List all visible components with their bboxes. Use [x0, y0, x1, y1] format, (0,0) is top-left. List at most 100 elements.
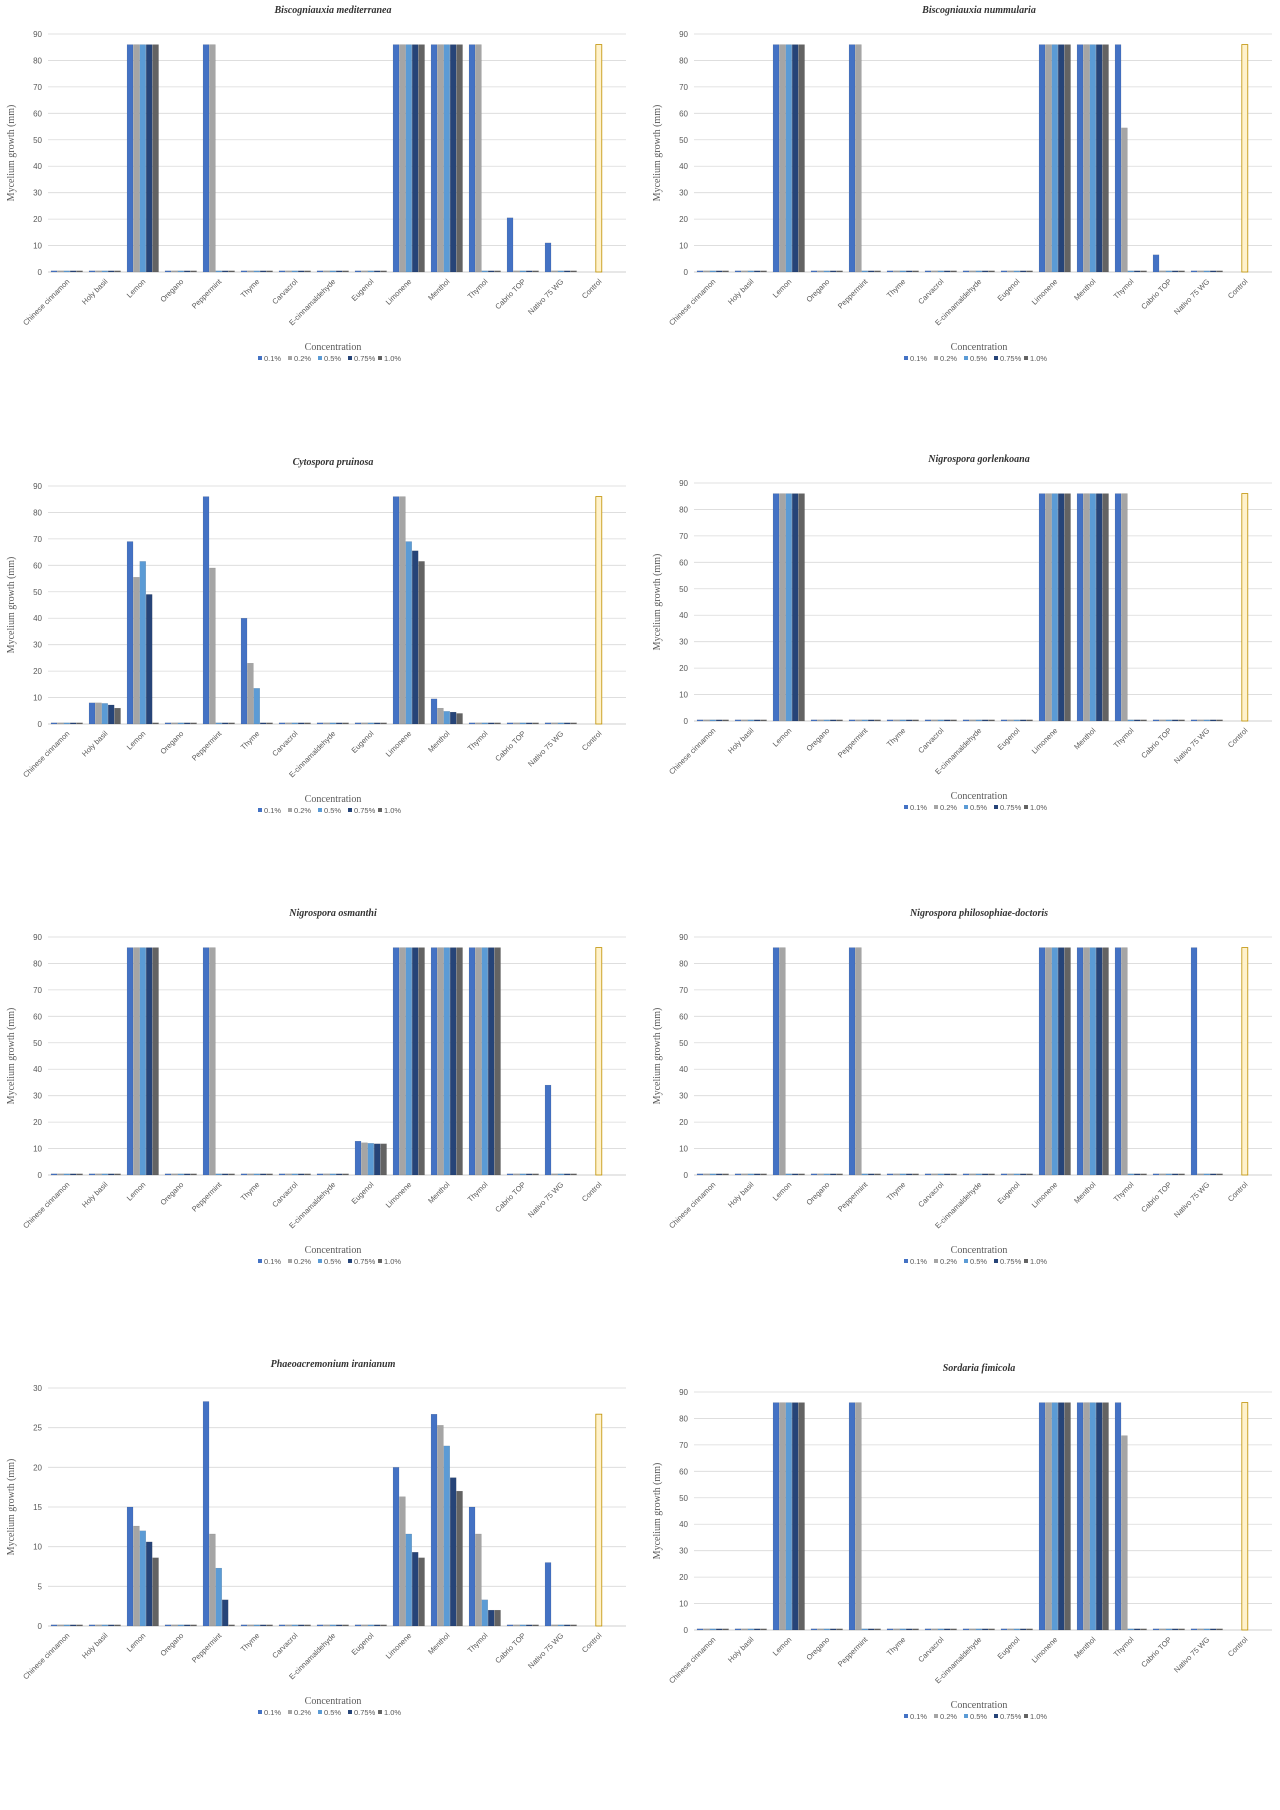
- bar-eugenol-1.0pct: [380, 722, 387, 725]
- bar-thymol-0.75pct: [488, 1609, 495, 1627]
- bar-oregano-0.5pct: [177, 722, 184, 725]
- bar-e-cinnamaldehyde-0.75pct: [982, 1628, 989, 1631]
- bar-holy-basil-0.5pct: [747, 719, 754, 722]
- bar-cabrio-top-0.5pct: [1165, 719, 1172, 722]
- bar-chinese-cinnamon-0.1pct: [696, 1173, 704, 1176]
- bar-chinese-cinnamon-1.0pct: [722, 719, 729, 722]
- bar-thymol-0.2pct: [1121, 127, 1128, 273]
- x-tick-label: Menthol: [426, 1180, 451, 1205]
- bar-thymol-1.0pct: [1140, 1628, 1147, 1631]
- bar-peppermint-0.5pct: [215, 1173, 222, 1176]
- legend-swatch: [934, 1714, 938, 1718]
- x-tick-label: Cabrio TOP: [493, 729, 527, 763]
- bar-nativo-75-wg-0.75pct: [1210, 1628, 1217, 1631]
- bar-carvacrol-1.0pct: [950, 719, 957, 722]
- bar-cabrio-top-0.2pct: [1159, 1628, 1166, 1631]
- x-tick-label: Menthol: [426, 729, 451, 754]
- bar-lemon-0.1pct: [772, 947, 780, 1176]
- bar-holy-basil-0.2pct: [95, 1173, 102, 1176]
- bar-nativo-75-wg-0.5pct: [557, 722, 564, 725]
- chart-svg: Cytospora pruinosa 0 10 20 30 40 50 60 70 80 90 Myc…: [6, 457, 626, 815]
- bar-oregano-0.1pct: [164, 1624, 172, 1627]
- bar-thymol-0.2pct: [475, 722, 482, 725]
- y-tick-label: 80: [679, 959, 688, 968]
- bar-cabrio-top-0.75pct: [1172, 1173, 1179, 1176]
- y-tick-label: 40: [679, 611, 688, 620]
- bar-thymol-0.1pct: [1114, 1402, 1122, 1631]
- bar-menthol-0.2pct: [1083, 493, 1090, 722]
- bar-holy-basil-0.1pct: [734, 719, 742, 722]
- x-tick-label: Eugenol: [350, 277, 376, 303]
- legend-label: 1.0%: [384, 1708, 401, 1717]
- bar-cabrio-top-0.75pct: [1172, 1628, 1179, 1631]
- x-tick-label: Limonene: [384, 1631, 414, 1661]
- x-tick-label: Holy basil: [80, 729, 110, 759]
- bar-control-0.1pct: [1241, 1402, 1249, 1631]
- x-tick-label: Chinese cinnamon: [667, 726, 717, 776]
- bar-lemon-0.2pct: [133, 1525, 140, 1627]
- bar-holy-basil-1.0pct: [760, 270, 767, 273]
- x-tick-label: Chinese cinnamon: [667, 277, 717, 327]
- legend-label: 0.75%: [1000, 1712, 1022, 1721]
- bar-limonene-0.5pct: [1051, 493, 1058, 722]
- bar-menthol-0.1pct: [1076, 493, 1084, 722]
- chart-svg: Nigrospora gorlenkoana 0 10 20 30 40 50 60 70 80 9…: [652, 454, 1272, 812]
- legend-title: Concentration: [951, 791, 1008, 802]
- bar-lemon-0.2pct: [779, 493, 786, 722]
- x-tick-label: Oregano: [158, 277, 185, 304]
- x-tick-label: Lemon: [771, 726, 794, 749]
- chart-title: Nigrospora osmanthi: [288, 908, 377, 919]
- bar-limonene-0.2pct: [1045, 44, 1052, 273]
- bar-menthol-0.2pct: [437, 707, 444, 725]
- x-tick-label: Nativo 75 WG: [1172, 1635, 1211, 1674]
- bar-cabrio-top-0.75pct: [1172, 270, 1179, 273]
- x-tick-label: Menthol: [1072, 277, 1097, 302]
- bar-holy-basil-1.0pct: [760, 1173, 767, 1176]
- bar-menthol-0.2pct: [1083, 1402, 1090, 1631]
- bar-e-cinnamaldehyde-0.5pct: [975, 1628, 982, 1631]
- bar-thyme-1.0pct: [912, 1628, 919, 1631]
- bar-holy-basil-1.0pct: [760, 1628, 767, 1631]
- bar-peppermint-0.1pct: [202, 496, 210, 725]
- bar-thymol-0.1pct: [1114, 947, 1122, 1176]
- bar-peppermint-0.75pct: [868, 1628, 875, 1631]
- bar-e-cinnamaldehyde-0.75pct: [336, 270, 343, 273]
- bar-cabrio-top-0.2pct: [1159, 719, 1166, 722]
- y-tick-label: 10: [33, 1145, 42, 1154]
- bar-thymol-0.75pct: [1134, 719, 1141, 722]
- legend-swatch: [348, 1710, 352, 1714]
- bar-e-cinnamaldehyde-0.1pct: [962, 270, 970, 273]
- bar-peppermint-1.0pct: [228, 1624, 235, 1627]
- x-tick-label: Chinese cinnamon: [21, 1180, 71, 1230]
- bar-e-cinnamaldehyde-0.5pct: [975, 1173, 982, 1176]
- bar-carvacrol-0.5pct: [291, 722, 298, 725]
- legend-label: 0.5%: [324, 806, 341, 815]
- x-tick-label: Menthol: [426, 277, 451, 302]
- bar-oregano-1.0pct: [836, 1628, 843, 1631]
- y-tick-label: 0: [684, 1626, 689, 1635]
- bar-carvacrol-0.5pct: [937, 1628, 944, 1631]
- y-tick-label: 0: [684, 1171, 689, 1180]
- bar-nativo-75-wg-0.2pct: [1197, 719, 1204, 722]
- bar-cabrio-top-0.5pct: [519, 722, 526, 725]
- legend-swatch: [994, 805, 998, 809]
- y-tick-label: 50: [679, 585, 688, 594]
- bar-chinese-cinnamon-0.75pct: [716, 270, 723, 273]
- bar-e-cinnamaldehyde-0.5pct: [975, 270, 982, 273]
- bar-eugenol-0.1pct: [1000, 1628, 1008, 1631]
- bar-chinese-cinnamon-1.0pct: [722, 270, 729, 273]
- bar-cabrio-top-0.5pct: [519, 1173, 526, 1176]
- chart-panel-4: Nigrospora gorlenkoana 0 10 20 30 40 50 60 70 80 9…: [646, 449, 1280, 901]
- y-tick-label: 10: [33, 242, 42, 251]
- bar-thyme-0.1pct: [886, 270, 894, 273]
- bar-e-cinnamaldehyde-0.75pct: [336, 1173, 343, 1176]
- bar-nativo-75-wg-0.1pct: [544, 1084, 552, 1176]
- bar-peppermint-0.75pct: [222, 270, 229, 273]
- x-tick-label: Menthol: [1072, 1180, 1097, 1205]
- x-tick-label: Carvacrol: [270, 1180, 299, 1209]
- x-tick-label: Nativo 75 WG: [1172, 277, 1211, 316]
- bar-holy-basil-0.2pct: [95, 1624, 102, 1627]
- bar-menthol-1.0pct: [456, 947, 463, 1176]
- bar-lemon-0.5pct: [785, 493, 792, 722]
- y-tick-label: 20: [33, 215, 42, 224]
